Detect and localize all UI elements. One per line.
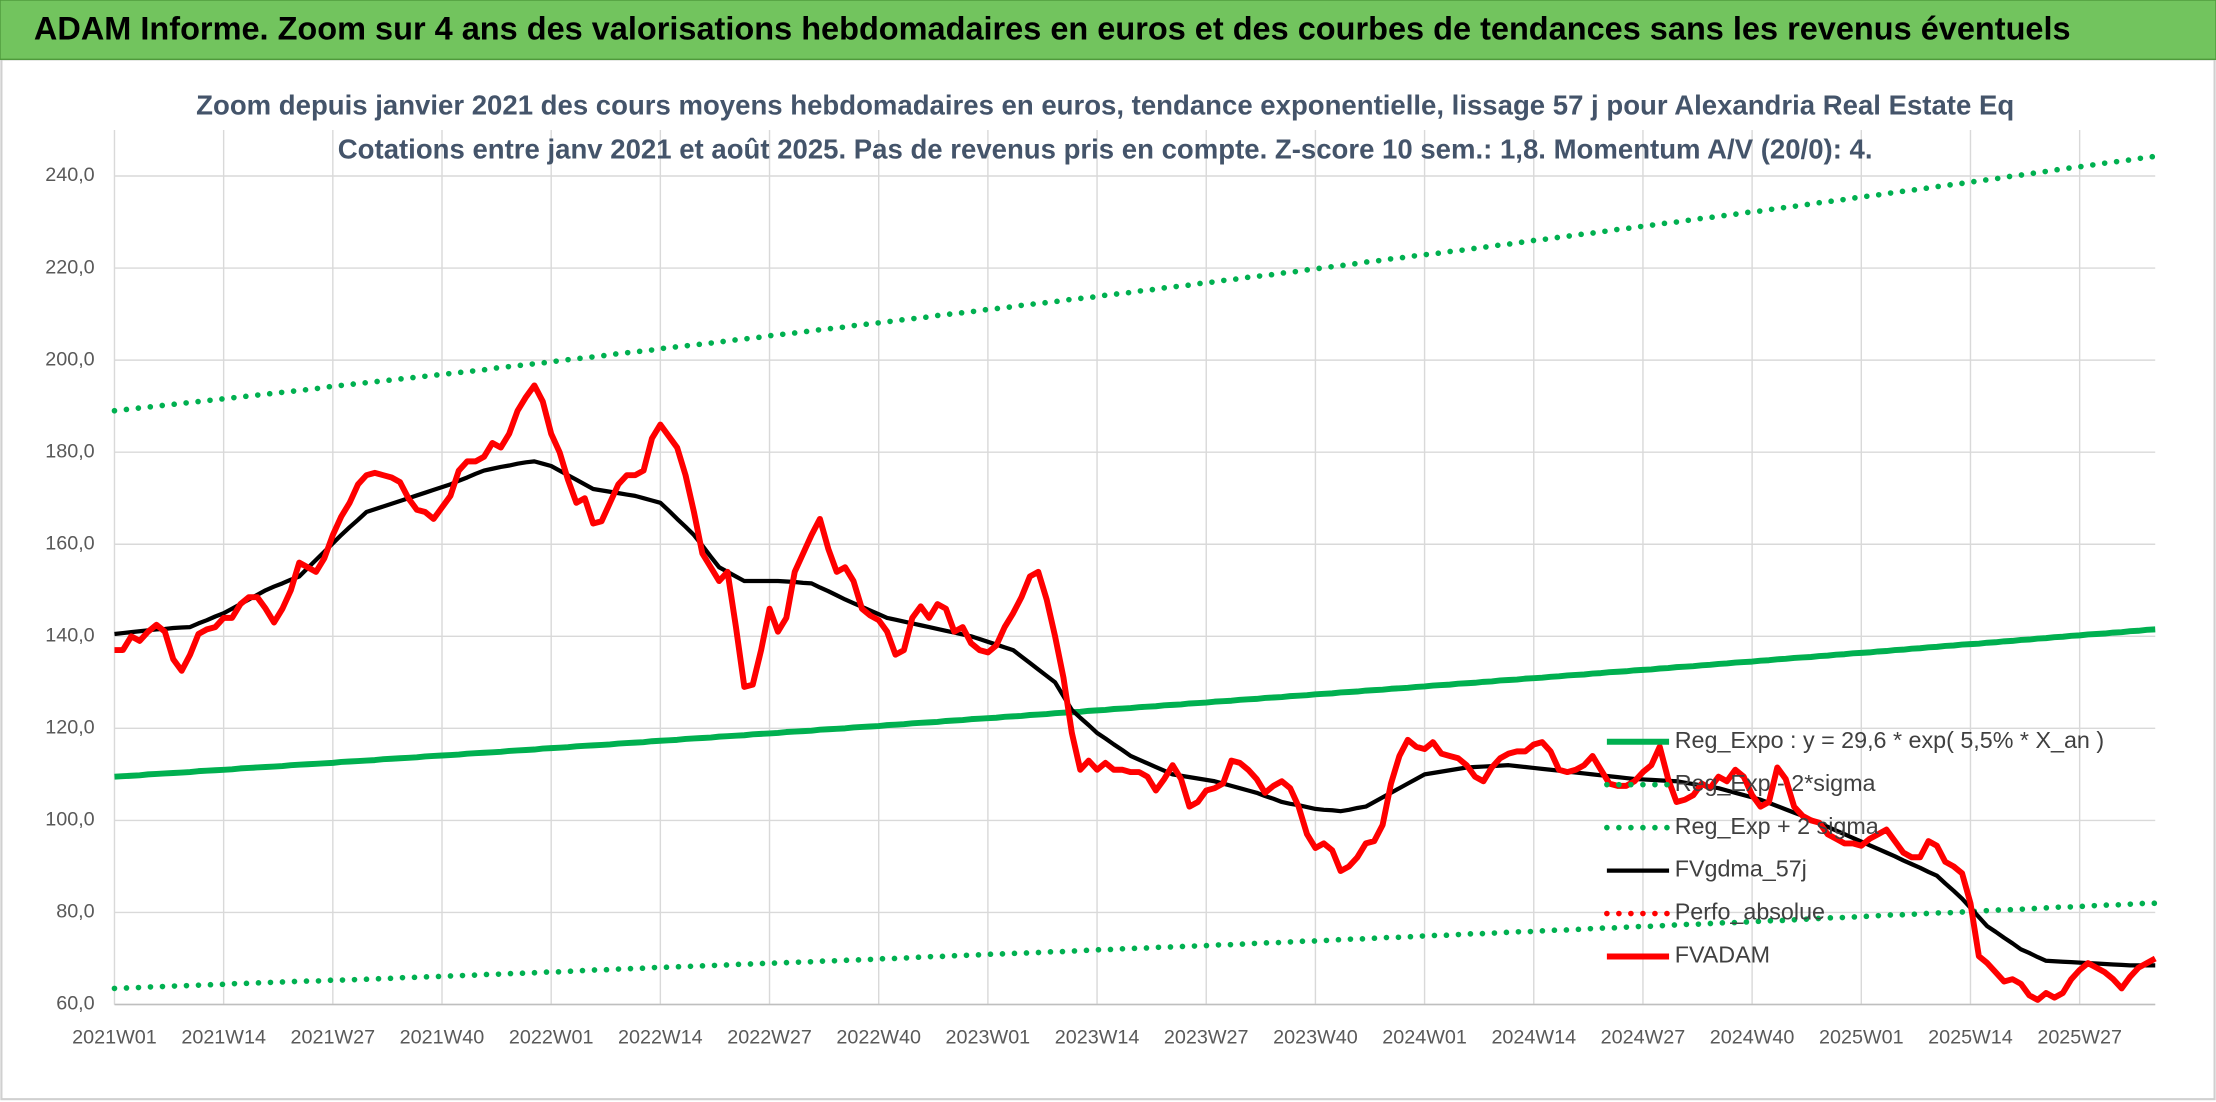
x-tick-label: 2025W27 [2037, 1027, 2122, 1049]
y-tick-label: 220,0 [45, 256, 94, 278]
plot-area: 60,0 80,0 100,0 120,0 140,0 160,0 180,0 200,0 22… [45, 129, 2159, 1049]
y-tick-label: 160,0 [45, 532, 94, 554]
x-tick-label: 2023W40 [1273, 1027, 1358, 1049]
x-tick-label: 2023W01 [946, 1027, 1031, 1049]
x-tick-label: 2024W01 [1382, 1027, 1467, 1049]
y-tick-label: 180,0 [45, 440, 94, 462]
x-tick-label: 2022W01 [509, 1027, 594, 1049]
x-tick-label: 2022W40 [836, 1027, 921, 1049]
y-tick-label: 100,0 [45, 809, 94, 831]
y-tick-label: 240,0 [45, 164, 94, 186]
x-tick-label: 2023W27 [1164, 1027, 1249, 1049]
y-tick-label: 120,0 [45, 717, 94, 739]
x-tick-label: 2025W01 [1819, 1027, 1904, 1049]
x-tick-label: 2023W14 [1055, 1027, 1140, 1049]
x-tick-label: 2022W27 [727, 1027, 812, 1049]
chart-subtitle: Cotations entre janv 2021 et août 2025. … [338, 133, 1873, 164]
legend-label: Reg_Exp - 2*sigma [1675, 770, 1876, 796]
legend-label: FVADAM [1675, 942, 1770, 968]
x-tick-label: 2021W27 [291, 1027, 376, 1049]
legend-label: Reg_Expo : y = 29,6 * exp( 5,5% * X_an ) [1675, 727, 2104, 753]
y-tick-label: 60,0 [56, 993, 94, 1015]
series-line [114, 626, 2156, 780]
x-tick-label: 2021W14 [181, 1027, 266, 1049]
y-tick-label: 200,0 [45, 348, 94, 370]
x-tick-label: 2022W14 [618, 1027, 703, 1049]
x-tick-label: 2024W27 [1601, 1027, 1686, 1049]
x-tick-label: 2021W40 [400, 1027, 485, 1049]
legend-label: FVgdma_57j [1675, 856, 1807, 882]
x-tick-label: 2021W01 [72, 1027, 157, 1049]
y-tick-label: 80,0 [56, 901, 94, 923]
legend-label: Perfo_absolue [1675, 899, 1825, 925]
series-line [114, 382, 2157, 1003]
chart-title: Zoom depuis janvier 2021 des cours moyen… [196, 90, 2014, 121]
x-tick-label: 2024W40 [1710, 1027, 1795, 1049]
header-bar [0, 0, 2216, 61]
x-tick-label: 2025W14 [1928, 1027, 2013, 1049]
legend-label: Reg_Exp + 2 sigma [1675, 813, 1879, 839]
y-tick-label: 140,0 [45, 625, 94, 647]
x-tick-label: 2024W14 [1491, 1027, 1576, 1049]
header-title: ADAM Informe. Zoom sur 4 ans des valoris… [34, 11, 2071, 47]
series-line [111, 900, 2159, 992]
